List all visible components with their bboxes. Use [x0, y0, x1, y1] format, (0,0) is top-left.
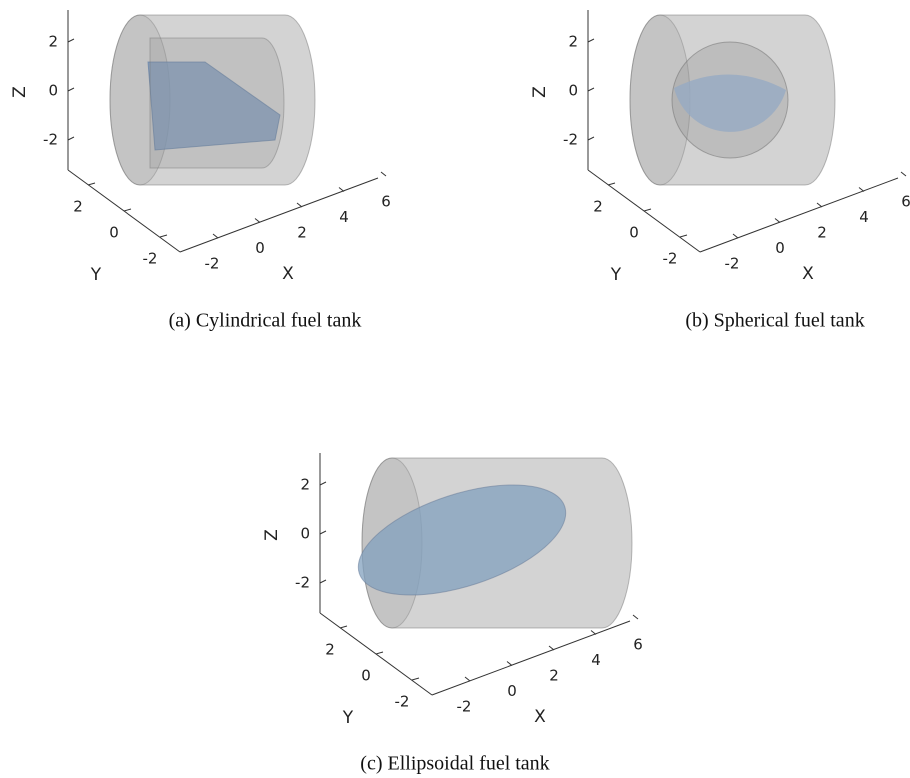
x-tick: [297, 203, 302, 207]
z-tick: [68, 88, 74, 91]
y-tick-label: 0: [629, 224, 639, 242]
x-tick: [507, 662, 512, 666]
x-tick: [733, 234, 738, 238]
caption: (a) Cylindrical fuel tank: [169, 310, 362, 332]
y-tick: [644, 209, 651, 211]
y-tick-label: 2: [325, 641, 335, 659]
y-tick-label: 2: [593, 198, 603, 216]
caption: (b) Spherical fuel tank: [685, 310, 864, 332]
inner-tank: [150, 38, 284, 168]
x-tick: [633, 615, 638, 619]
z-tick-label: -2: [295, 574, 310, 592]
x-tick-label: 4: [859, 208, 869, 226]
z-tick-label: 0: [48, 82, 58, 100]
z-tick: [588, 137, 594, 140]
y-tick: [88, 183, 95, 185]
y-tick: [412, 678, 419, 680]
y-tick-label: -2: [395, 693, 410, 711]
y-tick-label: -2: [663, 250, 678, 268]
z-tick-label: 0: [568, 82, 578, 100]
z-tick-label: 2: [48, 33, 58, 51]
y-axis-label: Y: [342, 708, 354, 728]
z-tick: [68, 137, 74, 140]
x-tick-label: 6: [381, 193, 391, 211]
x-tick-label: 2: [549, 667, 559, 685]
x-tick: [901, 172, 906, 176]
panel: 2 0 -2 2 0 -2 -2 0 2 4 6 Z Y X: [262, 453, 643, 728]
z-tick: [588, 88, 594, 91]
x-tick-label: 2: [297, 224, 307, 242]
z-tick-label: 0: [300, 525, 310, 543]
y-tick-label: 0: [361, 667, 371, 685]
z-tick-label: 2: [568, 33, 578, 51]
figure: 2 0 -2 2 0 -2 -2 0 2 4 6 Z Y X (a) Cylindrical fuel ta…: [0, 0, 910, 778]
z-tick: [320, 482, 326, 485]
x-tick: [213, 234, 218, 238]
x-tick-label: 4: [591, 651, 601, 669]
x-tick-label: -2: [205, 255, 220, 273]
y-tick: [376, 652, 383, 654]
y-axis-label: Y: [610, 265, 622, 285]
x-tick: [859, 188, 864, 192]
x-axis-label: X: [282, 264, 294, 284]
y-tick: [680, 235, 687, 237]
x-tick: [339, 188, 344, 192]
z-tick: [68, 39, 74, 42]
z-axis-label: Z: [10, 86, 30, 98]
y-tick-label: 0: [109, 224, 119, 242]
x-tick: [591, 631, 596, 635]
z-tick: [320, 580, 326, 583]
y-axis-label: Y: [90, 265, 102, 285]
x-tick: [465, 677, 470, 681]
x-tick-label: 0: [507, 682, 517, 700]
y-tick: [160, 235, 167, 237]
x-axis-label: X: [534, 707, 546, 727]
y-tick: [340, 626, 347, 628]
x-tick-label: 2: [817, 224, 827, 242]
x-tick-label: -2: [725, 255, 740, 273]
x-tick: [549, 646, 554, 650]
z-tick-label: -2: [43, 131, 58, 149]
x-tick: [775, 219, 780, 223]
x-tick-label: 0: [775, 239, 785, 257]
z-axis-label: Z: [530, 86, 550, 98]
x-tick: [381, 172, 386, 176]
x-tick: [817, 203, 822, 207]
z-axis-label: Z: [262, 529, 282, 541]
x-tick-label: 0: [255, 239, 265, 257]
z-tick-label: 2: [300, 476, 310, 494]
z-tick-label: -2: [563, 131, 578, 149]
x-tick-label: -2: [457, 698, 472, 716]
z-tick: [588, 39, 594, 42]
panel: 2 0 -2 2 0 -2 -2 0 2 4 6 Z Y X: [530, 10, 910, 285]
y-tick: [608, 183, 615, 185]
x-tick: [255, 219, 260, 223]
y-tick: [124, 209, 131, 211]
caption: (c) Ellipsoidal fuel tank: [360, 753, 549, 775]
x-tick-label: 6: [633, 636, 643, 654]
y-tick-label: 2: [73, 198, 83, 216]
y-tick-label: -2: [143, 250, 158, 268]
z-tick: [320, 531, 326, 534]
x-axis-label: X: [802, 264, 814, 284]
x-tick-label: 4: [339, 208, 349, 226]
x-tick-label: 6: [901, 193, 910, 211]
panel: 2 0 -2 2 0 -2 -2 0 2 4 6 Z Y X: [10, 10, 391, 285]
